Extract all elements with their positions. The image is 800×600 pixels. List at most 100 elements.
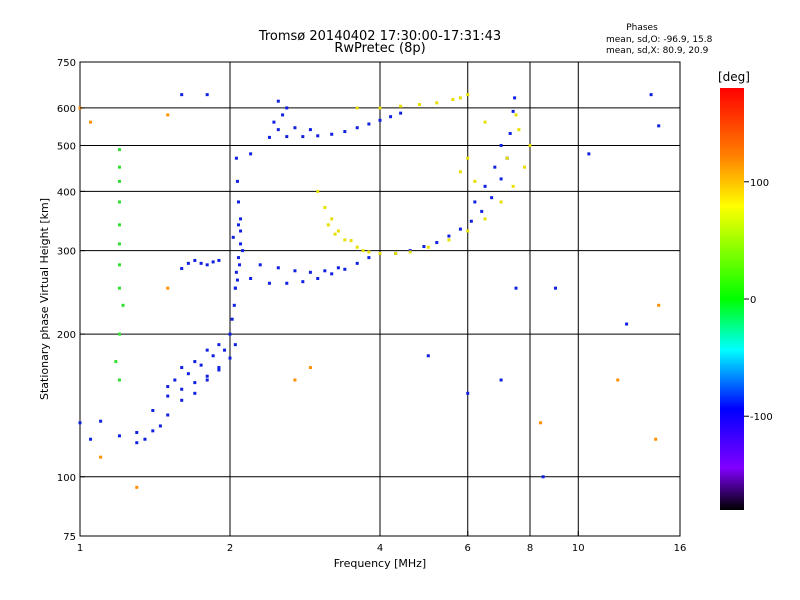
data-point xyxy=(293,269,297,273)
data-point xyxy=(330,272,334,276)
data-point xyxy=(466,391,470,395)
data-point xyxy=(180,387,184,391)
data-point xyxy=(228,356,232,360)
data-point xyxy=(399,111,403,115)
data-point xyxy=(117,332,121,336)
data-point xyxy=(408,250,412,254)
data-point xyxy=(333,232,337,236)
data-point xyxy=(367,250,371,254)
data-point xyxy=(483,217,487,221)
y-tick-label: 200 xyxy=(57,330,76,341)
data-point xyxy=(276,266,280,270)
data-point xyxy=(316,189,320,193)
data-point xyxy=(466,93,470,97)
data-point xyxy=(267,135,271,139)
data-point xyxy=(121,303,125,307)
data-point xyxy=(490,196,494,200)
data-point xyxy=(355,261,359,265)
data-point xyxy=(378,106,382,110)
data-point xyxy=(117,286,121,290)
data-point xyxy=(657,124,661,128)
phase-colorbar: [deg] 100 0 -100 xyxy=(718,70,773,510)
data-point xyxy=(135,430,139,434)
data-point xyxy=(293,126,297,130)
data-point xyxy=(323,269,327,273)
data-point xyxy=(276,99,280,103)
data-point xyxy=(308,128,312,132)
data-point xyxy=(99,455,103,459)
data-point xyxy=(217,366,221,370)
y-tick-label: 300 xyxy=(57,247,76,258)
data-point xyxy=(330,217,334,221)
data-point xyxy=(458,96,462,100)
y-axis-label: Stationary phase Virtual Height [km] xyxy=(38,198,51,400)
data-point xyxy=(417,103,421,107)
data-point xyxy=(166,413,170,417)
data-point xyxy=(326,223,330,227)
data-point xyxy=(228,332,232,336)
data-point xyxy=(508,131,512,135)
data-point xyxy=(361,249,365,253)
phases-heading: Phases xyxy=(626,23,658,33)
data-point xyxy=(654,437,658,441)
y-tick-label: 750 xyxy=(57,58,76,69)
data-point xyxy=(135,441,139,445)
data-point xyxy=(117,200,121,204)
data-point xyxy=(378,251,382,255)
data-point xyxy=(241,249,245,253)
data-point xyxy=(234,270,238,274)
data-point xyxy=(117,223,121,227)
data-point xyxy=(151,408,155,412)
data-point xyxy=(301,280,305,284)
data-point xyxy=(211,354,215,358)
data-point xyxy=(99,419,103,423)
data-point xyxy=(193,391,197,395)
x-tick-label: 16 xyxy=(674,543,687,554)
data-point xyxy=(435,101,439,105)
data-point xyxy=(499,200,503,204)
data-point xyxy=(499,378,503,382)
data-point xyxy=(301,135,305,139)
data-point xyxy=(616,378,620,382)
data-point xyxy=(553,286,557,290)
x-tick-label: 1 xyxy=(77,543,83,554)
data-point xyxy=(426,245,430,249)
data-point xyxy=(483,184,487,188)
data-point xyxy=(89,120,93,124)
data-point xyxy=(135,485,139,489)
data-point xyxy=(514,286,518,290)
data-point xyxy=(447,238,451,242)
data-point xyxy=(378,118,382,122)
data-point xyxy=(355,106,359,110)
data-point xyxy=(117,434,121,438)
data-point xyxy=(285,135,289,139)
data-point xyxy=(514,113,518,117)
data-point xyxy=(166,385,170,389)
data-point xyxy=(205,378,209,382)
data-point xyxy=(143,437,147,441)
data-point xyxy=(158,424,162,428)
data-point xyxy=(230,317,234,321)
chart-title: Tromsø 20140402 17:30:00-17:31:43 xyxy=(258,29,501,44)
data-point xyxy=(435,241,439,245)
x-tick-label: 6 xyxy=(465,543,471,554)
data-point xyxy=(480,209,484,213)
data-point xyxy=(235,179,239,183)
data-point xyxy=(166,394,170,398)
data-point xyxy=(238,263,242,267)
data-point xyxy=(276,128,280,132)
data-point xyxy=(473,179,477,183)
data-point xyxy=(389,115,393,119)
x-axis-ticks: 1 2 4 6 8 10 16 xyxy=(77,531,687,554)
data-point xyxy=(193,258,197,262)
data-point xyxy=(323,205,327,209)
data-point xyxy=(458,170,462,174)
data-point xyxy=(166,286,170,290)
data-point xyxy=(469,219,473,223)
data-point xyxy=(236,223,240,227)
data-point xyxy=(272,120,276,124)
data-point xyxy=(117,179,121,183)
chart-subtitle: RwPretec (8p) xyxy=(334,41,425,56)
data-point xyxy=(173,378,177,382)
